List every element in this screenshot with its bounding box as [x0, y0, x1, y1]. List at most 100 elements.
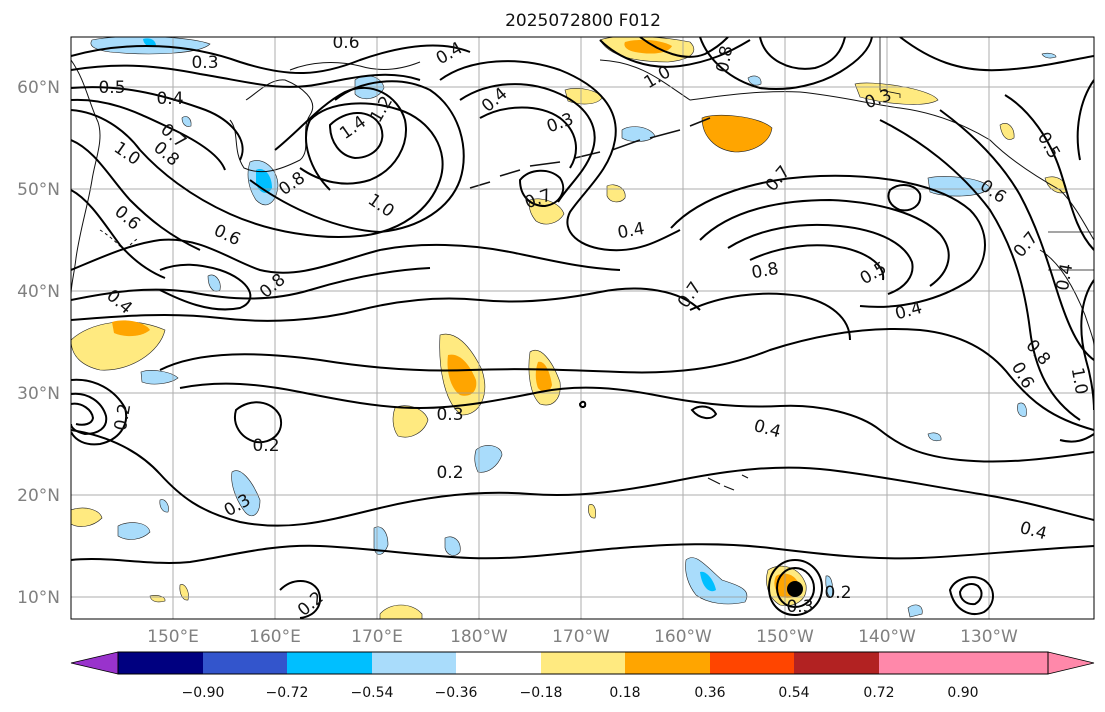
- colorbar: −0.90 −0.72 −0.54 −0.36 −0.18 0.18 0.36 …: [70, 651, 1095, 701]
- contour-label: 0.6: [332, 33, 359, 53]
- contour-line: [71, 86, 244, 161]
- shade-patch: [447, 354, 477, 396]
- contour-line: [518, 169, 565, 208]
- map-background: [71, 37, 1094, 619]
- contour-line: [274, 87, 407, 185]
- shade-patch: [444, 536, 461, 556]
- contour-line: [887, 184, 922, 212]
- contour-label: 0.5: [98, 78, 125, 98]
- shade-patch: [747, 75, 762, 86]
- colorbar-segment: [203, 652, 287, 674]
- contour-line: [71, 102, 444, 239]
- colorbar-segment: [456, 652, 541, 674]
- contour-line: [639, 37, 729, 58]
- shade-patch: [231, 470, 261, 516]
- shade-patch: [999, 123, 1015, 140]
- shade-patch: [140, 370, 179, 385]
- contour-line: [775, 566, 816, 609]
- contour-label: 0.2: [111, 402, 135, 432]
- contour-line: [159, 327, 1094, 431]
- lat-label: 20°N: [17, 486, 60, 506]
- contour-line: [459, 83, 596, 203]
- shade-patch: [474, 445, 503, 473]
- shade-patch: [588, 504, 596, 519]
- contour-label: 0.2: [824, 583, 851, 603]
- shade-patch: [117, 522, 151, 540]
- shade-patch: [143, 38, 156, 47]
- contour-line: [328, 112, 384, 160]
- colorbar-segment: [372, 652, 456, 674]
- contour-line: [71, 64, 421, 88]
- hawaii-islands: [707, 474, 749, 491]
- shade-patch: [927, 432, 942, 442]
- shade-patch: [112, 320, 150, 337]
- map-title: 2025072800 F012: [505, 11, 661, 31]
- contour-line: [1080, 279, 1094, 411]
- contour-line: [71, 98, 226, 171]
- colorbar-segment: [963, 652, 1048, 674]
- contour-line: [71, 287, 701, 322]
- latitude-labels: 60°N 50°N 40°N 30°N 20°N 10°N: [17, 78, 60, 608]
- contour-label: 0.3: [786, 597, 813, 617]
- contour-line: [71, 139, 201, 251]
- shade-patch: [701, 114, 773, 153]
- contour-line: [439, 60, 681, 252]
- contour-label: 0.4: [156, 89, 183, 109]
- contour-line: [599, 39, 751, 68]
- colorbar-segment: [794, 652, 879, 674]
- colorbar-segment: [710, 652, 794, 674]
- colorbar-tick-label: −0.72: [266, 685, 309, 701]
- colorbar-tick-label: −0.90: [182, 685, 225, 701]
- colorbar-frame: [117, 651, 1049, 675]
- coastline-alaska: [599, 59, 1094, 241]
- lat-label: 30°N: [17, 384, 60, 404]
- colorbar-extend-max: [1047, 651, 1095, 675]
- shade-patch: [71, 507, 103, 527]
- contour-line: [159, 263, 252, 311]
- contour-line: [727, 223, 914, 295]
- lon-label: 130°W: [960, 627, 1018, 647]
- shade-patch: [379, 604, 423, 619]
- contour-label: 0.8: [750, 259, 780, 283]
- colorbar-segment: [541, 652, 625, 674]
- contour-line: [899, 37, 1094, 72]
- colorbar-tick-label: 0.36: [694, 685, 725, 701]
- lon-label: 160°W: [654, 627, 712, 647]
- contour-line: [690, 405, 718, 420]
- contour-line: [479, 106, 577, 169]
- contour-line: [699, 37, 873, 91]
- coastline-canada: [1039, 249, 1094, 347]
- lon-label: 160°E: [249, 627, 301, 647]
- cyclone-center: [787, 581, 803, 597]
- contour-line: [71, 44, 471, 74]
- contour-line: [234, 401, 283, 444]
- colorbar-tick-label: 0.18: [609, 685, 640, 701]
- shade-patch: [1017, 402, 1027, 417]
- lon-label: 150°E: [147, 627, 199, 647]
- contour-line: [689, 292, 851, 341]
- contour-line: [670, 174, 986, 308]
- colorbar-segment: [287, 652, 372, 674]
- contour-line: [71, 392, 108, 436]
- contour-line: [71, 378, 128, 446]
- contour-line: [279, 580, 321, 619]
- contour-line: [71, 543, 1094, 564]
- lat-label: 40°N: [17, 282, 60, 302]
- colorbar-extend-min: [70, 651, 119, 675]
- contour-line: [71, 429, 1094, 527]
- coastline-aleutians: [469, 117, 711, 189]
- contour-line: [1059, 433, 1094, 443]
- colorbar-segment: [118, 652, 203, 674]
- contour-line: [749, 244, 885, 281]
- contour-line: [249, 80, 465, 234]
- colorbar-tick-label: 0.54: [778, 685, 809, 701]
- contour-lines: [71, 37, 1094, 619]
- colorbar-segment: [879, 652, 963, 674]
- lon-label: 140°W: [858, 627, 916, 647]
- colorbar-tick-label: −0.36: [435, 685, 478, 701]
- contour-label: 0.3: [436, 405, 463, 425]
- contour-label: 0.2: [436, 463, 463, 483]
- colorbar-tick-label: 0.72: [863, 685, 894, 701]
- contour-line: [948, 576, 994, 615]
